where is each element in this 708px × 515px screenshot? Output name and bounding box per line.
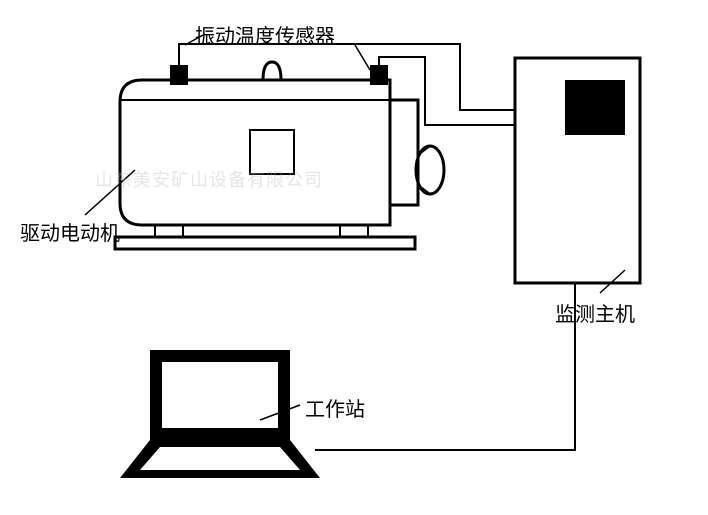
motor-foot-left bbox=[155, 225, 183, 237]
signal-line-bottom bbox=[379, 57, 515, 125]
motor-foot-right bbox=[340, 225, 368, 237]
watermark-text: 山东美安矿山设备有限公司 bbox=[95, 166, 323, 192]
motor-shaft-block bbox=[390, 100, 418, 205]
laptop-icon bbox=[120, 350, 320, 478]
monitor-label: 监测主机 bbox=[555, 298, 635, 327]
motor-group bbox=[115, 62, 444, 249]
motor-body bbox=[120, 80, 390, 225]
leader-sensor-right bbox=[355, 45, 370, 70]
diagram-canvas bbox=[0, 0, 708, 515]
workstation-label: 工作站 bbox=[305, 393, 365, 422]
motor-baseplate bbox=[115, 237, 415, 249]
motor-hook-icon bbox=[263, 62, 281, 80]
motor-label: 驱动电动机 bbox=[20, 217, 120, 246]
monitor-screen bbox=[565, 80, 625, 135]
sensor-left bbox=[170, 65, 188, 85]
monitor-to-ws-line bbox=[315, 283, 575, 450]
sensor-label: 振动温度传感器 bbox=[195, 20, 335, 49]
sensor-right bbox=[370, 65, 388, 85]
